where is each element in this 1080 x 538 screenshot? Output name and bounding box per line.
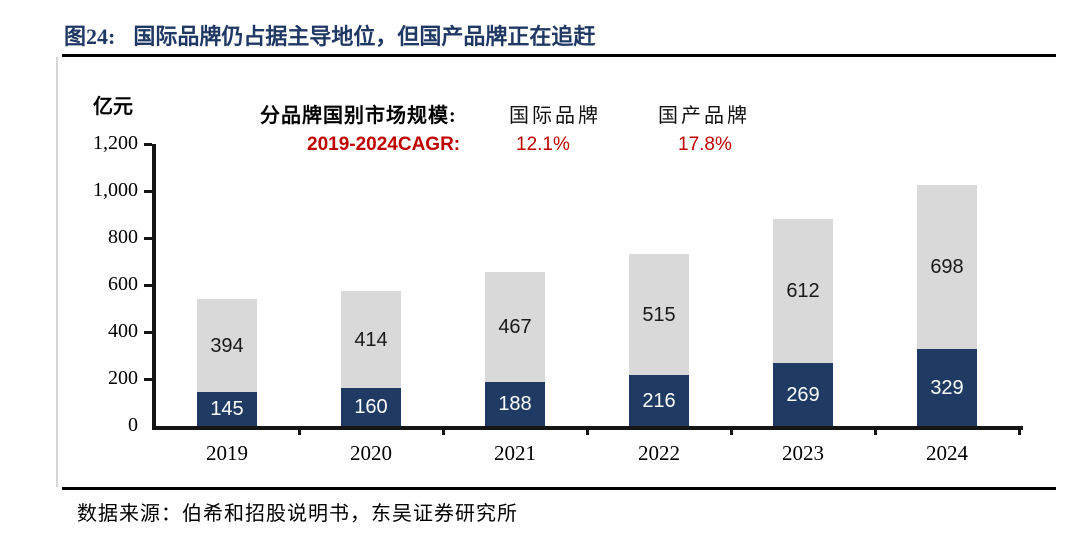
y-axis-tick-mark xyxy=(144,190,152,193)
bar-value-domestic-2020: 160 xyxy=(354,396,388,418)
x-axis-tick-mark xyxy=(874,426,877,435)
bar-value-international-2019: 394 xyxy=(210,334,244,357)
x-axis-category-label-2020: 2020 xyxy=(350,441,392,465)
figure-title: 图24: 国际品牌仍占据主导地位，但国产品牌正在追赶 xyxy=(64,19,595,51)
bar-segment-international-2021 xyxy=(485,272,545,382)
x-axis-category-label-2023: 2023 xyxy=(782,441,824,465)
bar-segment-domestic-2024 xyxy=(917,349,977,426)
cagr-value-domestic: 17.8% xyxy=(678,134,732,155)
x-axis-category-label-2022: 2022 xyxy=(638,441,680,465)
bar-segment-international-2022 xyxy=(629,254,689,375)
title-divider-line xyxy=(62,54,1056,57)
x-axis-tick-mark xyxy=(298,426,301,435)
y-axis-tick-label: 600 xyxy=(108,273,138,295)
y-axis-tick-label: 1,000 xyxy=(93,179,138,201)
legend-title: 分品牌国别市场规模: xyxy=(260,105,457,127)
y-axis-tick-mark xyxy=(144,284,152,287)
bar-value-domestic-2022: 216 xyxy=(642,389,676,412)
cagr-value-international: 12.1% xyxy=(516,134,570,155)
y-axis-line xyxy=(152,144,156,430)
data-source-note: 数据来源：伯希和招股说明书，东吴证券研究所 xyxy=(77,503,518,525)
bar-value-international-2022: 515 xyxy=(642,303,676,326)
y-axis-tick-mark xyxy=(144,237,152,240)
x-axis-category-label-2021: 2021 xyxy=(494,441,536,465)
bar-value-domestic-2021: 188 xyxy=(498,393,532,415)
bar-segment-domestic-2020 xyxy=(341,388,401,426)
y-axis-tick-mark xyxy=(144,331,152,334)
figure-title-text: 国际品牌仍占据主导地位，但国产品牌正在追赶 xyxy=(133,24,596,49)
x-axis-tick-mark xyxy=(442,426,445,435)
y-axis-tick-label: 1,200 xyxy=(93,132,138,154)
bar-segment-domestic-2021 xyxy=(485,382,545,426)
bar-segment-domestic-2023 xyxy=(773,363,833,426)
figure-label: 图24: xyxy=(64,24,116,49)
y-axis-tick-label: 400 xyxy=(108,320,138,342)
legend-label-international: 国际品牌 xyxy=(509,105,601,127)
bar-segment-domestic-2022 xyxy=(629,375,689,426)
bar-value-international-2021: 467 xyxy=(498,316,532,338)
figure-cell-left-border xyxy=(56,57,58,487)
bar-value-international-2020: 414 xyxy=(354,328,388,351)
bar-segment-domestic-2019 xyxy=(197,392,257,426)
x-axis-tick-mark xyxy=(1018,426,1021,435)
x-axis-category-label-2024: 2024 xyxy=(926,441,968,465)
legend-label-domestic: 国产品牌 xyxy=(658,105,750,127)
bar-value-international-2023: 612 xyxy=(786,280,820,302)
x-axis-category-label-2019: 2019 xyxy=(206,441,248,465)
bar-segment-international-2024 xyxy=(917,185,977,349)
x-axis-tick-mark xyxy=(586,426,589,435)
legend-item-domestic: 国产品牌 xyxy=(638,99,750,128)
y-axis-tick-mark xyxy=(144,378,152,381)
y-axis-unit-label: 亿元 xyxy=(93,96,133,118)
footer-divider-line xyxy=(62,487,1056,490)
bar-value-domestic-2023: 269 xyxy=(786,383,820,406)
y-axis-tick-label: 0 xyxy=(128,414,138,436)
bar-value-international-2024: 698 xyxy=(930,256,964,278)
x-axis-tick-mark xyxy=(730,426,733,435)
bar-segment-international-2019 xyxy=(197,299,257,392)
bar-segment-international-2020 xyxy=(341,291,401,388)
bar-value-domestic-2024: 329 xyxy=(930,376,964,399)
y-axis-tick-label: 800 xyxy=(108,226,138,248)
y-axis-tick-mark xyxy=(144,143,152,146)
bar-segment-international-2023 xyxy=(773,219,833,363)
legend-item-international: 国际品牌 xyxy=(489,99,601,128)
bar-value-domestic-2019: 145 xyxy=(210,398,244,420)
cagr-row-label: 2019-2024CAGR: xyxy=(307,134,461,155)
y-axis-tick-label: 200 xyxy=(108,367,138,389)
